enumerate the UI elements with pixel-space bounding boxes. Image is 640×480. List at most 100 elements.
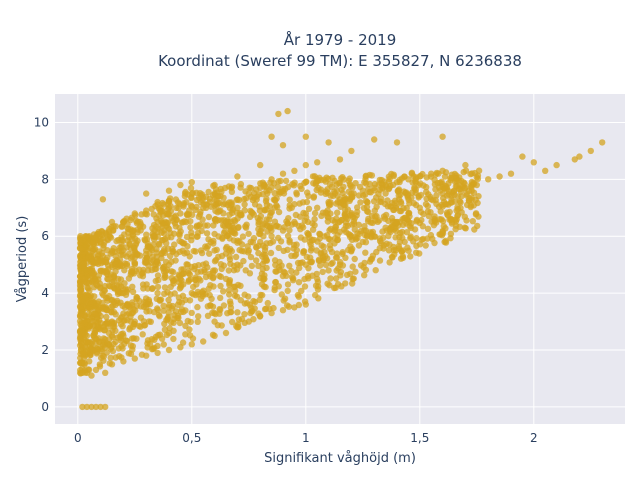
data-point bbox=[129, 323, 137, 331]
data-point bbox=[249, 307, 256, 315]
data-point bbox=[256, 203, 263, 210]
data-point bbox=[240, 257, 247, 265]
data-point bbox=[109, 249, 116, 256]
data-point bbox=[176, 248, 183, 256]
data-point bbox=[279, 227, 287, 234]
data-point bbox=[107, 354, 114, 361]
data-point bbox=[363, 203, 371, 211]
data-point bbox=[109, 278, 116, 286]
data-point bbox=[422, 242, 429, 249]
data-point bbox=[351, 255, 358, 263]
data-point bbox=[83, 403, 91, 411]
data-point bbox=[413, 242, 420, 250]
data-point bbox=[78, 340, 85, 348]
data-point bbox=[102, 369, 109, 376]
data-point bbox=[238, 315, 246, 323]
data-point bbox=[187, 184, 195, 192]
data-point bbox=[99, 299, 106, 307]
x-axis-ticks: 0 0,5 1 1,5 2 bbox=[74, 431, 538, 445]
data-point bbox=[188, 211, 196, 218]
data-point bbox=[212, 215, 219, 223]
data-point bbox=[133, 240, 140, 247]
data-point bbox=[115, 281, 123, 289]
data-point bbox=[226, 253, 233, 260]
data-point bbox=[284, 232, 292, 240]
data-point bbox=[166, 252, 174, 260]
y-tick-label: 8 bbox=[41, 172, 49, 186]
data-point bbox=[148, 259, 155, 266]
data-point bbox=[268, 233, 275, 240]
data-point bbox=[248, 262, 256, 270]
data-point bbox=[143, 352, 150, 359]
data-point bbox=[270, 196, 278, 203]
data-point bbox=[463, 217, 470, 224]
data-point bbox=[195, 313, 202, 320]
data-point bbox=[196, 190, 204, 197]
data-point bbox=[127, 255, 135, 262]
data-point bbox=[170, 335, 177, 343]
data-point bbox=[417, 180, 424, 187]
data-point bbox=[86, 304, 93, 311]
data-point bbox=[222, 245, 230, 252]
data-point bbox=[93, 315, 101, 322]
data-point bbox=[436, 231, 443, 238]
data-point bbox=[410, 200, 417, 207]
x-tick-label: 0,5 bbox=[182, 431, 201, 445]
data-point bbox=[188, 233, 195, 240]
data-point bbox=[599, 139, 606, 146]
data-point bbox=[281, 295, 289, 302]
data-point bbox=[165, 204, 173, 211]
data-point bbox=[112, 338, 119, 346]
data-point bbox=[211, 318, 218, 325]
data-point bbox=[424, 202, 431, 210]
data-point bbox=[225, 267, 232, 274]
data-point bbox=[225, 287, 233, 294]
data-point bbox=[234, 239, 241, 246]
data-point bbox=[113, 237, 120, 245]
data-point bbox=[198, 249, 206, 257]
data-point bbox=[318, 242, 325, 249]
data-point bbox=[141, 322, 148, 329]
data-point bbox=[170, 247, 177, 255]
data-point bbox=[193, 222, 201, 229]
data-point bbox=[257, 212, 265, 220]
data-point bbox=[79, 403, 86, 411]
data-point bbox=[83, 247, 91, 254]
data-point bbox=[214, 209, 221, 216]
data-point bbox=[161, 284, 169, 291]
data-point bbox=[262, 254, 269, 262]
data-point bbox=[404, 191, 412, 198]
data-point bbox=[311, 209, 319, 217]
data-point bbox=[408, 170, 415, 177]
data-point bbox=[359, 238, 366, 246]
data-point bbox=[195, 262, 202, 269]
data-point bbox=[405, 210, 412, 217]
data-point bbox=[315, 295, 322, 302]
data-point bbox=[165, 261, 173, 268]
data-point bbox=[318, 249, 325, 256]
data-point bbox=[131, 318, 138, 325]
data-point bbox=[197, 198, 205, 206]
data-point bbox=[241, 311, 248, 318]
data-point bbox=[302, 133, 309, 140]
data-point bbox=[263, 264, 270, 272]
data-point bbox=[217, 294, 224, 302]
data-point bbox=[108, 261, 116, 268]
data-point bbox=[127, 304, 134, 311]
data-point bbox=[110, 272, 118, 279]
data-point bbox=[348, 210, 355, 217]
data-point bbox=[166, 198, 173, 205]
data-point bbox=[253, 257, 260, 264]
data-point bbox=[349, 263, 356, 270]
data-point bbox=[161, 272, 169, 279]
data-point bbox=[170, 327, 177, 334]
data-point bbox=[262, 198, 270, 205]
data-point bbox=[165, 187, 173, 194]
data-point bbox=[135, 322, 143, 330]
data-point bbox=[245, 190, 252, 197]
data-point bbox=[277, 238, 285, 245]
data-point bbox=[413, 249, 420, 256]
data-point bbox=[314, 275, 321, 283]
data-point bbox=[150, 233, 157, 240]
data-point bbox=[270, 304, 277, 312]
